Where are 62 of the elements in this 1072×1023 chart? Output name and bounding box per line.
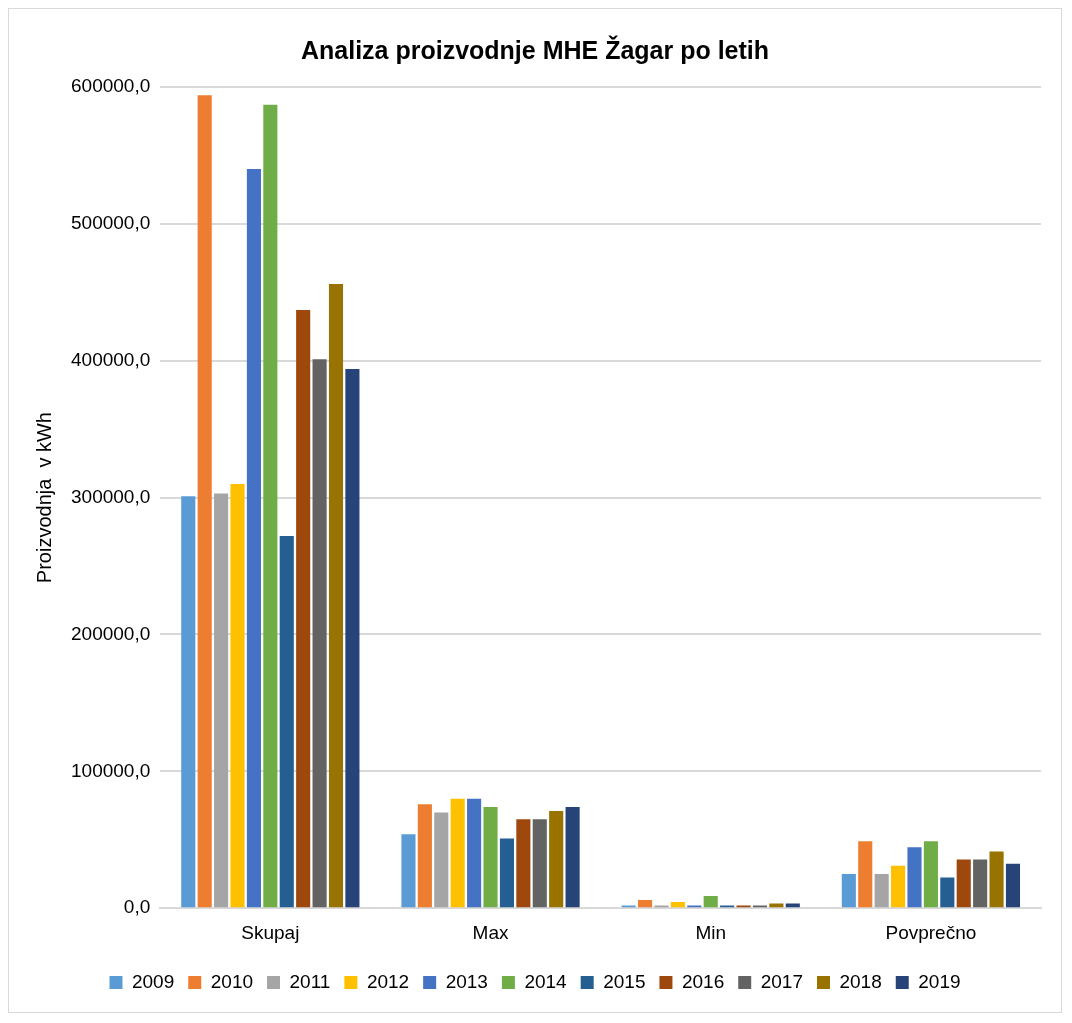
legend-label: 2019	[918, 970, 961, 992]
y-tick-label: 300000,0	[71, 485, 151, 507]
bar	[181, 496, 196, 908]
bar	[467, 798, 482, 908]
bar	[345, 368, 360, 908]
bar	[891, 865, 906, 908]
bar	[483, 806, 498, 908]
legend-label: 2014	[524, 970, 568, 992]
bar	[532, 819, 547, 908]
bar	[858, 841, 873, 908]
y-tick-label: 500000,0	[71, 212, 151, 234]
y-tick-label: 400000,0	[71, 348, 151, 370]
bar	[703, 895, 718, 908]
bar	[989, 851, 1004, 908]
legend-label: 2017	[760, 970, 803, 992]
bar	[638, 899, 653, 908]
y-axis-title: Proizvodnja v kWh	[32, 412, 55, 584]
y-tick-label: 0,0	[123, 896, 151, 918]
bar	[246, 169, 261, 908]
x-tick-label: Min	[695, 921, 727, 943]
bar	[670, 902, 685, 908]
bar	[214, 493, 229, 908]
y-tick-label: 200000,0	[71, 622, 151, 644]
x-tick-label: Skupaj	[241, 921, 300, 943]
x-tick-label: Max	[472, 921, 509, 943]
bar	[785, 903, 800, 908]
bar	[197, 95, 212, 908]
bar	[1005, 863, 1021, 908]
bar	[841, 873, 856, 908]
legend-label: 2009	[131, 970, 175, 992]
bar	[450, 798, 465, 908]
bar	[296, 310, 311, 908]
legend-label: 2015	[603, 970, 646, 992]
bar	[279, 535, 294, 908]
y-tick-label: 100000,0	[71, 759, 151, 781]
bar	[956, 859, 971, 908]
bar	[401, 834, 416, 908]
bar	[230, 483, 245, 908]
bar	[940, 877, 955, 908]
bar	[312, 359, 327, 908]
bar	[565, 806, 580, 908]
bar	[434, 812, 449, 908]
bar	[328, 284, 344, 908]
bar	[769, 903, 784, 908]
legend-label: 2018	[839, 970, 882, 992]
legend-label: 2013	[445, 970, 488, 992]
bar	[417, 804, 432, 908]
bar	[973, 859, 988, 908]
bar	[923, 841, 938, 908]
bar	[499, 838, 514, 908]
legend-label: 2012	[366, 970, 410, 992]
bar	[516, 819, 531, 908]
legend-label: 2010	[210, 970, 254, 992]
legend-label: 2011	[289, 970, 331, 992]
chart-title: Analiza proizvodnje MHE Žagar po letih	[300, 34, 770, 64]
bar	[874, 873, 889, 908]
y-tick-label: 600000,0	[71, 75, 151, 97]
legend-label: 2016	[681, 970, 725, 992]
x-tick-label: Povprečno	[885, 921, 977, 943]
bar	[907, 847, 922, 908]
bar	[549, 811, 564, 908]
bar	[263, 104, 278, 908]
